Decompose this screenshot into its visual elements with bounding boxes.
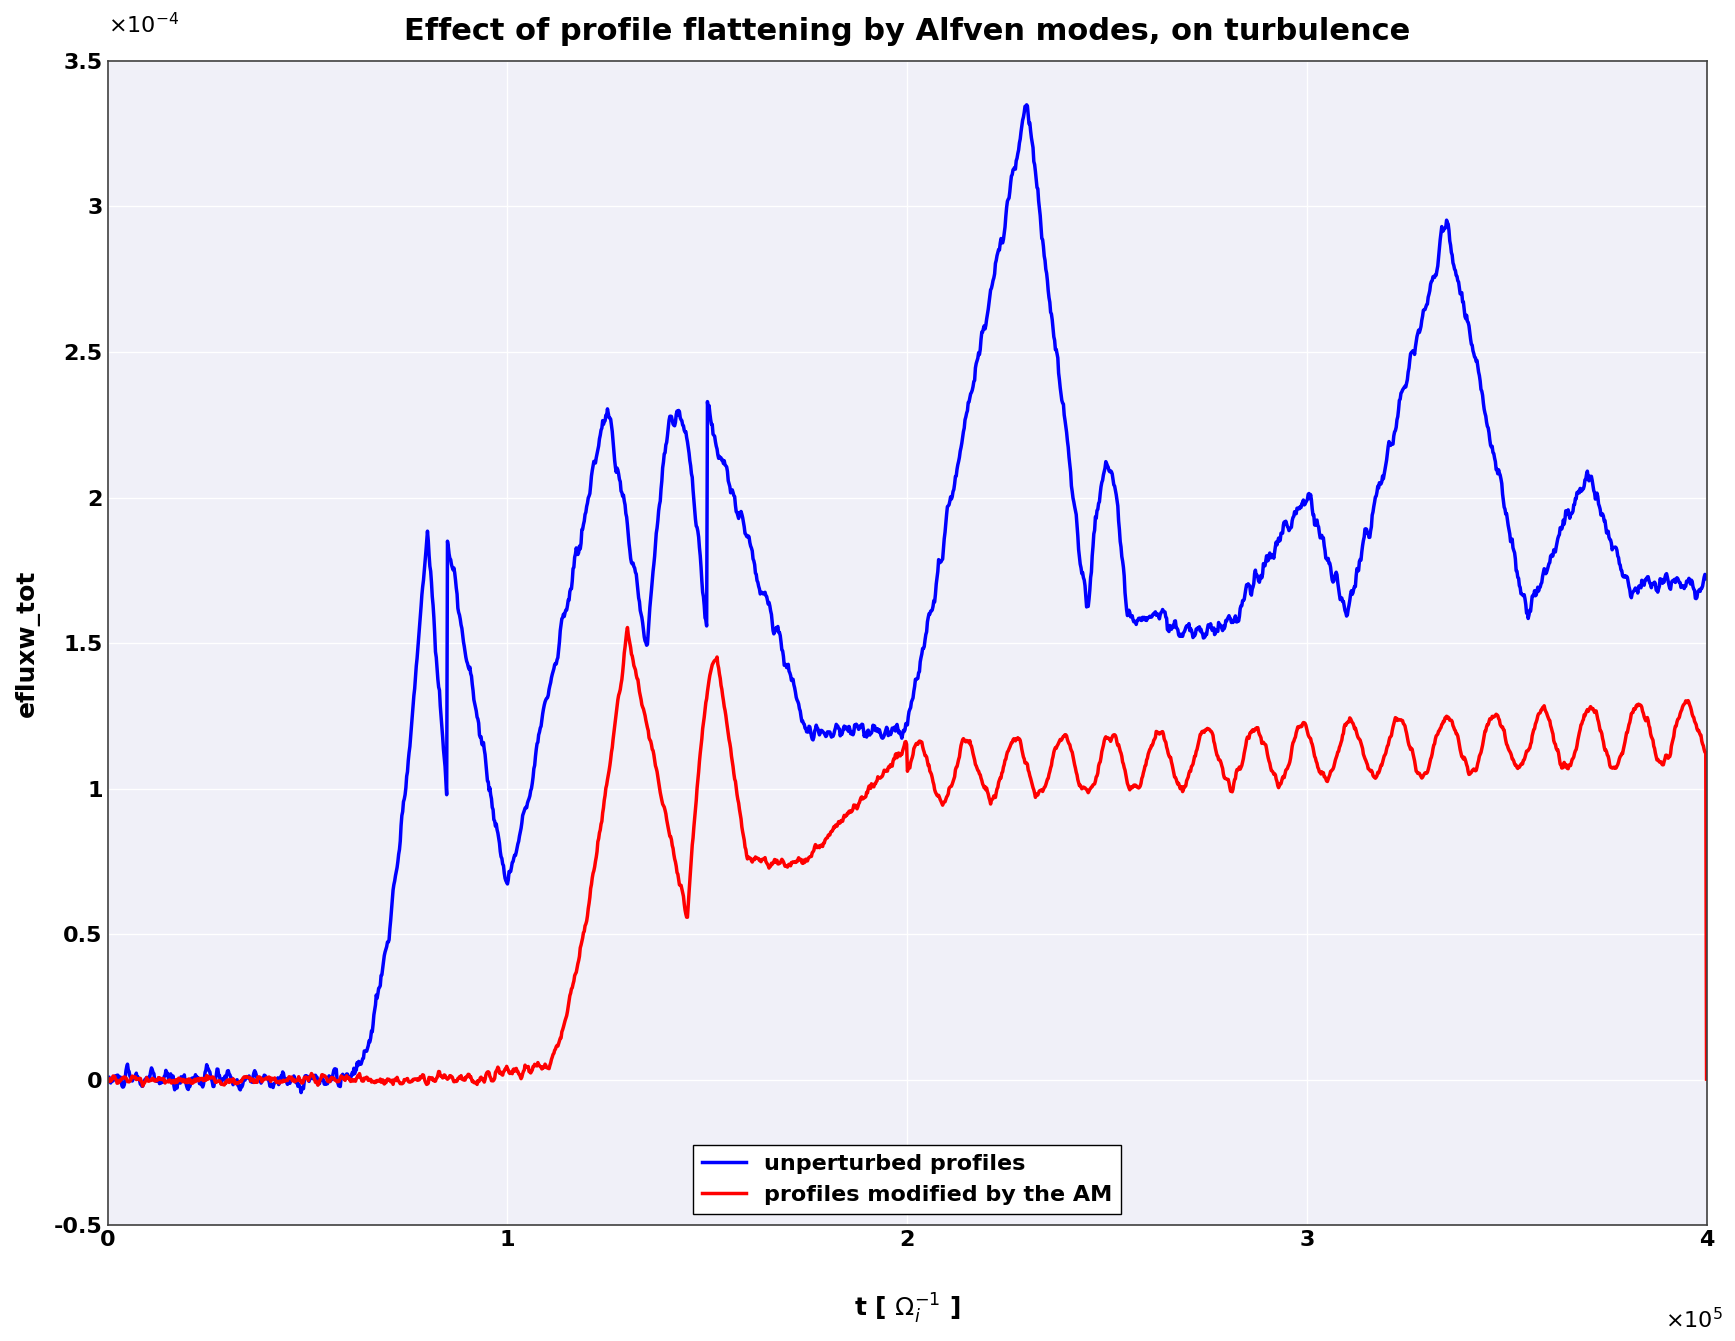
Line: profiles modified by the AM: profiles modified by the AM: [108, 628, 1707, 1086]
Y-axis label: efluxw_tot: efluxw_tot: [16, 570, 40, 716]
Text: $\times10^{-4}$: $\times10^{-4}$: [108, 12, 179, 38]
profiles modified by the AM: [1359, 760, 1379, 776]
profiles modified by the AM: [835, 807, 855, 823]
Text: $\times10^{5}$: $\times10^{5}$: [1666, 1306, 1723, 1332]
unperturbed profiles: [1359, 526, 1379, 542]
profiles modified by the AM: [1697, 1071, 1718, 1088]
X-axis label: t [ $\Omega_i^{-1}$ ]: t [ $\Omega_i^{-1}$ ]: [854, 1291, 959, 1326]
profiles modified by the AM: [876, 762, 897, 778]
profiles modified by the AM: [97, 1073, 118, 1089]
unperturbed profiles: [1652, 571, 1673, 587]
unperturbed profiles: [1650, 573, 1671, 589]
Legend: unperturbed profiles, profiles modified by the AM: unperturbed profiles, profiles modified …: [692, 1145, 1121, 1214]
unperturbed profiles: [833, 720, 854, 736]
profiles modified by the AM: [1650, 754, 1671, 770]
unperturbed profiles: [179, 1077, 200, 1093]
profiles modified by the AM: [618, 620, 638, 636]
profiles modified by the AM: [132, 1078, 153, 1094]
unperturbed profiles: [1697, 570, 1718, 586]
unperturbed profiles: [97, 1070, 118, 1086]
Title: Effect of profile flattening by Alfven modes, on turbulence: Effect of profile flattening by Alfven m…: [404, 17, 1411, 46]
unperturbed profiles: [1017, 97, 1038, 113]
unperturbed profiles: [291, 1085, 312, 1101]
unperturbed profiles: [876, 721, 897, 738]
Line: unperturbed profiles: unperturbed profiles: [108, 105, 1707, 1093]
profiles modified by the AM: [179, 1071, 200, 1088]
profiles modified by the AM: [1652, 756, 1673, 772]
